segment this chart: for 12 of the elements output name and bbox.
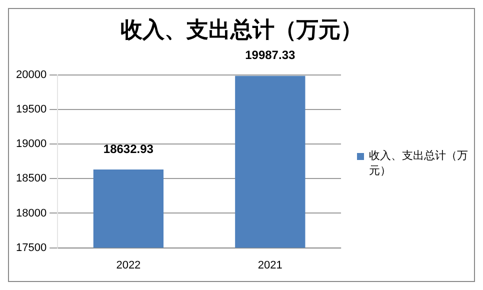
y-tick-label: 19000 <box>16 138 47 150</box>
legend-label: 收入、支出总计（万元） <box>369 149 469 179</box>
data-label: 18632.93 <box>103 142 154 156</box>
data-label: 19987.33 <box>245 48 296 62</box>
y-tick-label: 20000 <box>16 69 47 82</box>
y-tick-label: 19500 <box>16 104 47 116</box>
x-tick-label: 2022 <box>116 259 141 272</box>
y-tick-label: 17500 <box>16 242 47 254</box>
y-tick-label: 18000 <box>16 207 47 220</box>
x-tick-label: 2021 <box>258 259 282 272</box>
chart-title: 收入、支出总计（万元） <box>120 17 362 42</box>
y-tick-label: 18500 <box>16 172 47 185</box>
